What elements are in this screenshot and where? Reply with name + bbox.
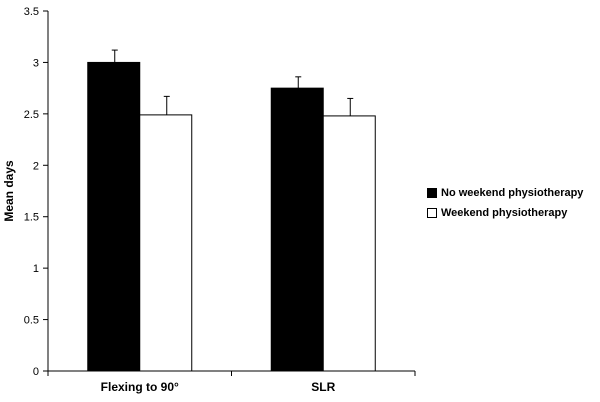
bars [87, 61, 376, 372]
y-tick-label: 0.5 [24, 315, 39, 327]
legend-label-weekend: Weekend physiotherapy [441, 207, 568, 219]
x-axis-ticks [47, 371, 416, 376]
legend-item-weekend: Weekend physiotherapy [427, 203, 583, 223]
y-tick-label: 0 [33, 366, 39, 378]
y-tick-label: 1.5 [24, 212, 39, 224]
error-bars [111, 49, 354, 116]
y-tick-label: 3 [33, 57, 39, 69]
y-tick-label: 1 [33, 263, 39, 275]
bar-weekend-1 [322, 115, 376, 372]
y-tick-label: 2.5 [24, 109, 39, 121]
bar-weekend-0 [139, 114, 193, 372]
y-tick-label: 3.5 [24, 6, 39, 18]
legend-swatch-no-weekend [427, 188, 437, 198]
category-label: SLR [311, 380, 335, 394]
legend-item-no-weekend: No weekend physiotherapy [427, 183, 583, 203]
bar-no-weekend-0 [87, 61, 141, 372]
legend-swatch-weekend [427, 208, 437, 218]
category-labels: Flexing to 90° SLR [101, 380, 336, 394]
y-tick-label: 2 [33, 160, 39, 172]
category-label: Flexing to 90° [101, 380, 179, 394]
legend: No weekend physiotherapy Weekend physiot… [427, 183, 583, 223]
bar-no-weekend-1 [270, 87, 324, 372]
y-axis-ticks: 0 0.5 1 1.5 2 2.5 3 3.5 [24, 6, 48, 378]
legend-label-no-weekend: No weekend physiotherapy [441, 187, 584, 199]
y-axis-title: Mean days [2, 160, 16, 222]
